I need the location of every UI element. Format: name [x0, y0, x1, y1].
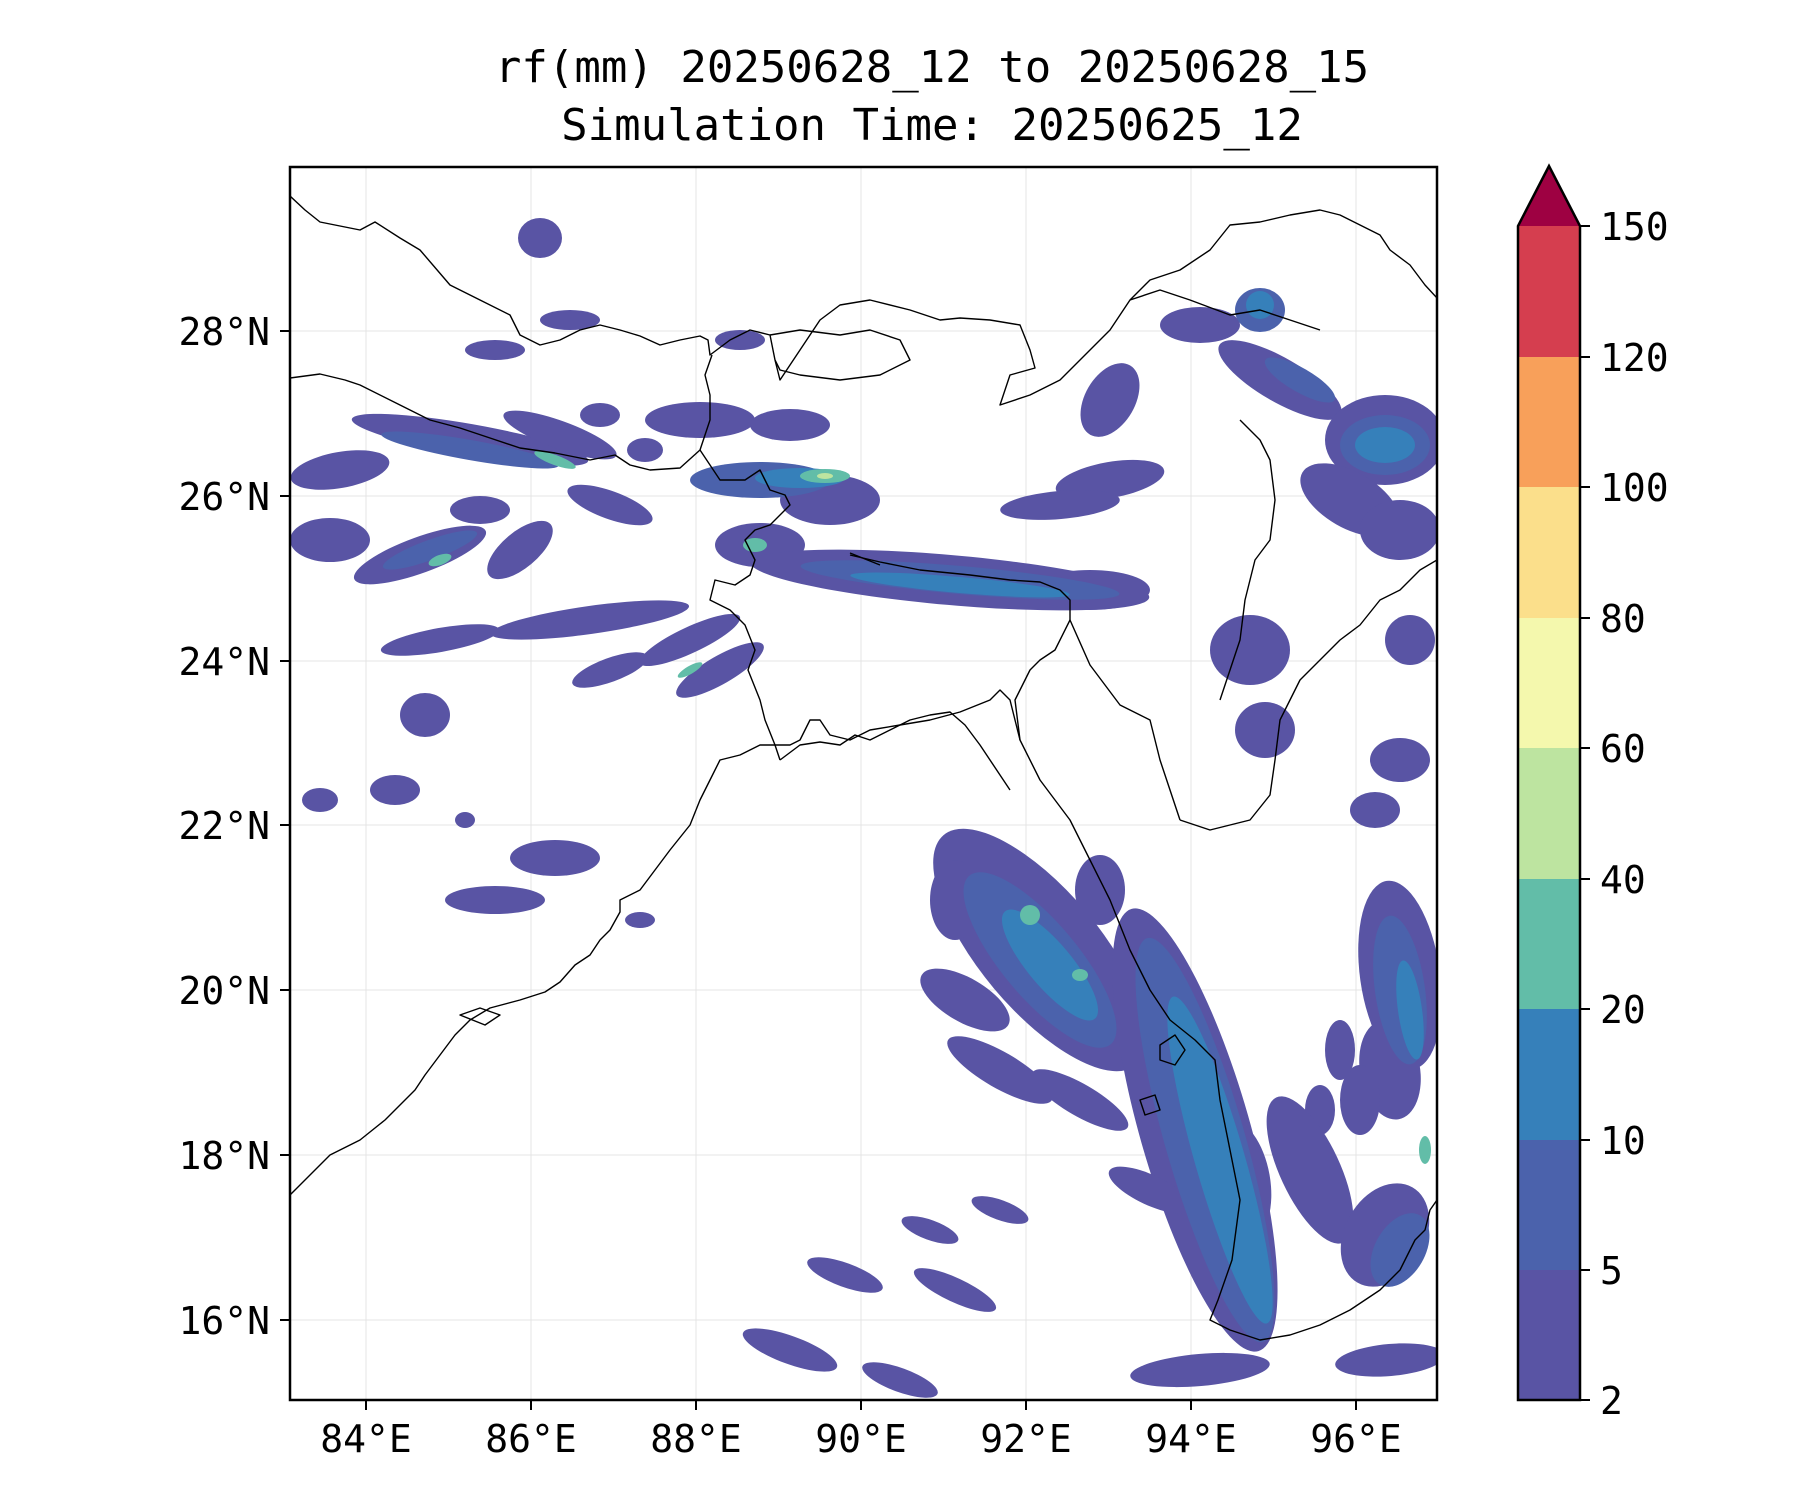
colorbar-segment-5-10	[1518, 1140, 1580, 1270]
rainfall-band-40-60	[817, 473, 833, 479]
colorbar-label: 60	[1600, 727, 1646, 771]
colorbar-segment-40-60	[1518, 748, 1580, 879]
rainfall-band-20-40	[428, 451, 1431, 1164]
colorbar-segment-80-100	[1518, 487, 1580, 618]
colorbar-segment-20-40	[1518, 879, 1580, 1009]
colorbar-label: 10	[1600, 1119, 1646, 1163]
colorbar-outline	[1516, 163, 1582, 1402]
lon-label: 88°E	[650, 1417, 742, 1461]
lat-label: 18°N	[178, 1134, 270, 1178]
rainfall-band-10-20	[755, 291, 1424, 1324]
map-title-line1: rf(mm) 20250628_12 to 20250628_15	[494, 42, 1370, 93]
lon-label: 84°E	[320, 1417, 412, 1461]
latitude-labels: 28°N 26°N 24°N 22°N 20°N 18°N 16°N	[178, 310, 270, 1343]
lat-label: 16°N	[178, 1299, 270, 1343]
lon-label: 94°E	[1145, 1417, 1237, 1461]
colorbar-segment-10-20	[1518, 1009, 1580, 1140]
colorbar-label: 120	[1600, 336, 1669, 380]
colorbar-label: 100	[1600, 466, 1669, 510]
colorbar-segment-120-150	[1518, 226, 1580, 357]
lon-label: 86°E	[485, 1417, 577, 1461]
colorbar-label: 2	[1600, 1379, 1623, 1423]
map-frame	[288, 165, 1439, 1402]
map-title-line2: Simulation Time: 20250625_12	[561, 100, 1303, 151]
colorbar-label: 40	[1600, 858, 1646, 902]
colorbar-segment-2-5	[1518, 1270, 1580, 1400]
lat-label: 24°N	[178, 640, 270, 684]
lat-label: 26°N	[178, 475, 270, 519]
axis-ticks	[280, 330, 1357, 1410]
lon-label: 90°E	[815, 1417, 907, 1461]
lat-label: 20°N	[178, 969, 270, 1013]
longitude-labels: 84°E 86°E 88°E 90°E 92°E 94°E 96°E	[320, 1417, 1402, 1461]
colorbar-extend-max-arrow	[1518, 166, 1580, 226]
colorbar-label: 150	[1600, 205, 1669, 249]
colorbar-label: 5	[1600, 1249, 1623, 1293]
lat-label: 22°N	[178, 804, 270, 848]
lon-label: 92°E	[980, 1417, 1072, 1461]
colorbar-label: 20	[1600, 988, 1646, 1032]
lon-label: 96°E	[1310, 1417, 1402, 1461]
colorbar-label: 80	[1600, 597, 1646, 641]
colorbar: 2 5 10 20 40 60 80 100 120 150	[1516, 163, 1669, 1423]
colorbar-segment-60-80	[1518, 618, 1580, 748]
coastline-borders	[290, 195, 1437, 1341]
colorbar-segment-100-120	[1518, 357, 1580, 487]
lat-label: 28°N	[178, 310, 270, 354]
